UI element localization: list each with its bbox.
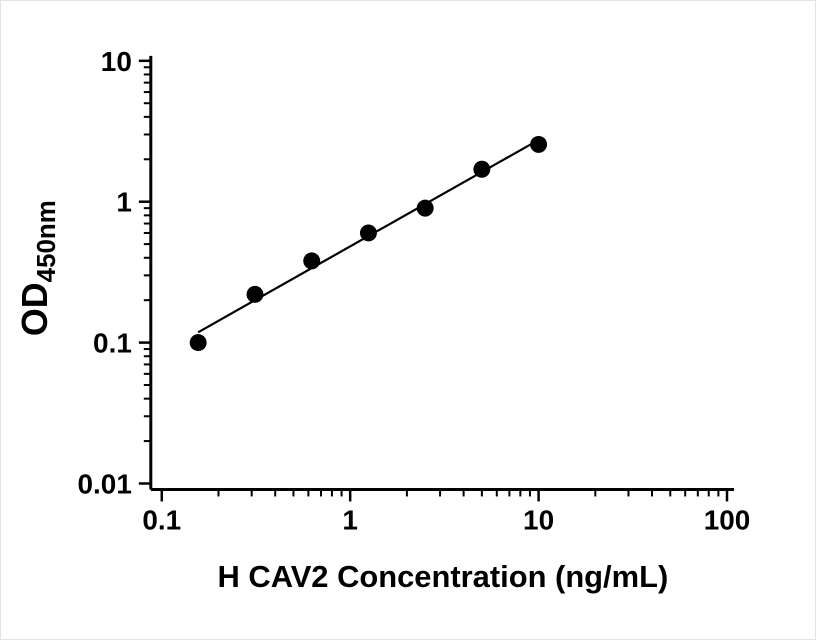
x-tick-label: 0.1 [142, 504, 181, 535]
y-axis-title-subscript: 450nm [33, 200, 61, 282]
plot-layer: 0.1 1 10 100 0.01 0.1 1 10 [78, 46, 751, 536]
data-point-marker [246, 285, 264, 303]
y-tick-label: 0.1 [93, 328, 132, 359]
y-axis-title: OD450nm [15, 200, 61, 336]
data-point-marker [189, 334, 207, 352]
data-point-marker [473, 160, 491, 178]
data-point-marker [416, 199, 434, 217]
y-tick-label: 1 [116, 187, 132, 218]
y-axis-title-main: OD [15, 282, 55, 336]
x-tick-label: 1 [342, 504, 358, 535]
x-tick-label: 100 [704, 504, 751, 535]
data-point-marker [530, 135, 548, 153]
data-point-marker [359, 224, 377, 242]
x-tick-label: 10 [523, 504, 554, 535]
y-tick-label: 10 [101, 46, 132, 77]
x-axis-title: H CAV2 Concentration (ng/mL) [218, 559, 669, 594]
y-tick-label: 0.01 [78, 468, 132, 499]
data-point-marker [303, 252, 321, 270]
